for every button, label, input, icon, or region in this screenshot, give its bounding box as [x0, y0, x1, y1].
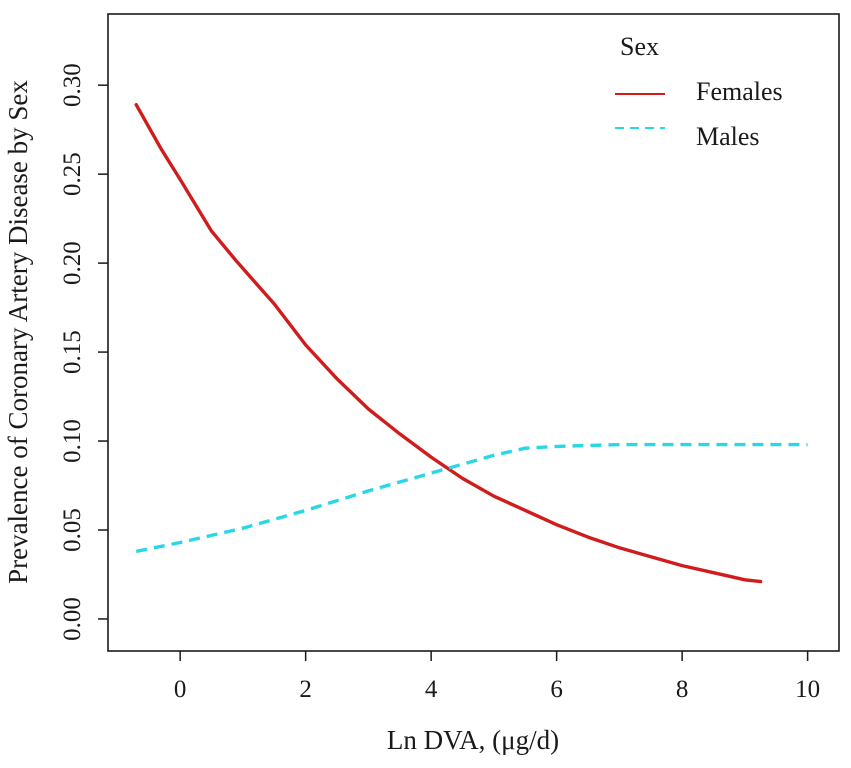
y-axis-title: Prevalence of Coronary Artery Disease by…	[3, 80, 33, 584]
legend-label-males: Males	[696, 122, 760, 151]
y-tick-label-0-05: 0.05	[59, 508, 86, 552]
legend-title: Sex	[620, 32, 659, 61]
y-tick-label-0-10: 0.10	[59, 419, 86, 463]
y-tick-label-0-20: 0.20	[59, 241, 86, 285]
x-axis: 0 2 4 6 8 10	[174, 651, 820, 703]
legend: Sex Females Males	[615, 32, 783, 151]
x-tick-label-4: 4	[425, 676, 438, 703]
plot-frame	[107, 13, 840, 652]
y-tick-label-0-25: 0.25	[59, 152, 86, 196]
y-tick-label-0-15: 0.15	[59, 330, 86, 374]
x-tick-label-10: 10	[795, 676, 820, 703]
series-lines	[134, 102, 808, 584]
x-tick-label-6: 6	[550, 676, 563, 703]
x-tick-label-8: 8	[676, 676, 689, 703]
x-tick-label-2: 2	[299, 676, 312, 703]
y-axis: 0.00 0.05 0.10 0.15 0.20 0.25 0.30	[59, 63, 108, 641]
legend-label-females: Females	[696, 77, 783, 106]
series-line-females	[134, 102, 763, 584]
y-tick-label-0-00: 0.00	[59, 597, 86, 641]
series-line-males	[135, 442, 808, 554]
y-tick-label-0-30: 0.30	[59, 63, 86, 107]
x-tick-label-0: 0	[174, 676, 187, 703]
x-axis-title: Ln DVA, (μg/d)	[387, 725, 559, 755]
